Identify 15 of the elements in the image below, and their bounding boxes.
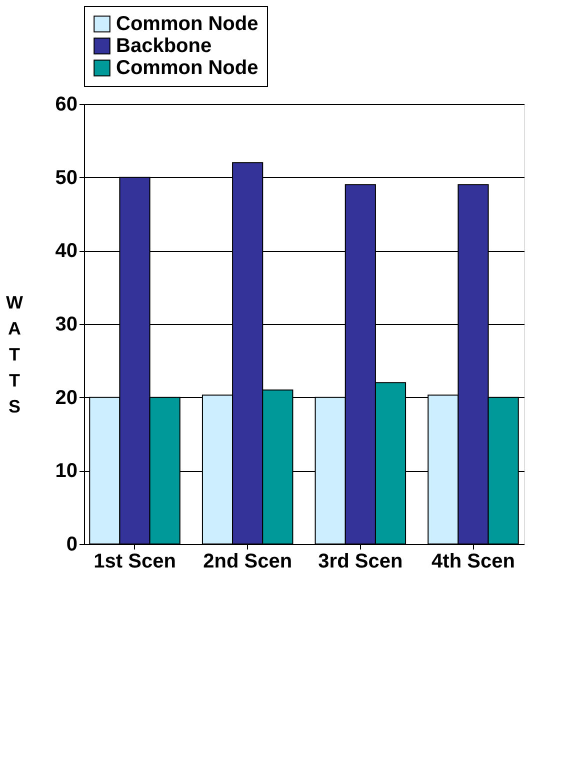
y-axis-title: WATTS <box>6 292 23 416</box>
y-tick-label: 50 <box>55 166 78 189</box>
legend-label: Common Node <box>116 13 258 35</box>
x-tick-label: 1st Scen <box>94 550 176 572</box>
x-tick-label: 2nd Scen <box>203 550 292 572</box>
y-tick-label: 0 <box>66 534 78 556</box>
y-tick-label: 20 <box>55 386 78 409</box>
y-tick-label: 30 <box>55 314 78 336</box>
x-tick-label: 3rd Scen <box>318 550 403 572</box>
y-tick-label: 60 <box>55 94 78 116</box>
x-tick-label: 4th Scen <box>432 550 515 572</box>
legend-label: Backbone <box>116 35 212 57</box>
legend-label: Common Node <box>116 57 258 79</box>
y-tick-label: 10 <box>55 460 78 482</box>
y-tick-label: 40 <box>55 240 78 262</box>
